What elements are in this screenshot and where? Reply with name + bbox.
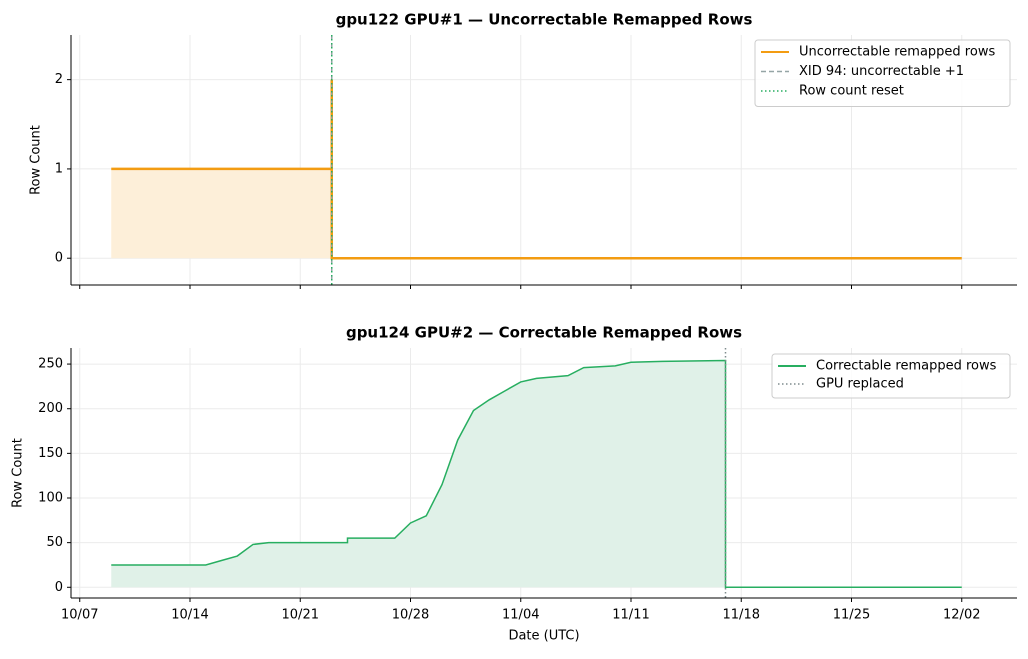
x-axis-label: Date (UTC) [508,629,579,644]
x-tick-label: 10/07 [61,608,98,623]
y-tick-label: 2 [55,72,63,87]
x-tick-label: 10/14 [171,608,208,623]
legend-box [771,353,1011,399]
legend-box [754,39,1011,107]
legend-label: Correctable remapped rows [816,359,997,374]
y-tick-label: 0 [55,251,63,266]
y-axis-label: Row Count [29,125,44,195]
series-line [111,359,962,589]
y-tick-label: 200 [38,401,63,416]
area-fill [111,79,962,259]
chart-title: gpu122 GPU#1 — Uncorrectable Remapped Ro… [336,11,753,29]
chart-title: gpu124 GPU#2 — Correctable Remapped Rows [346,324,742,342]
x-tick-label: 11/04 [502,608,539,623]
y-axis-label: Row Count [11,438,26,508]
y-tick-label: 150 [38,446,63,461]
legend-label: XID 94: uncorrectable +1 [799,64,964,79]
y-tick-label: 0 [55,580,63,595]
x-tick-label: 10/28 [392,608,429,623]
legend-label: Uncorrectable remapped rows [799,45,995,60]
legend-label: GPU replaced [816,377,904,392]
y-tick-label: 100 [38,491,63,506]
x-tick-label: 10/21 [282,608,319,623]
area-fill [111,360,962,588]
y-tick-label: 1 [55,161,63,176]
legend-label: Row count reset [799,84,904,99]
series-line [111,79,962,260]
y-tick-label: 50 [46,535,63,550]
x-tick-label: 12/02 [943,608,980,623]
x-tick-label: 11/11 [612,608,649,623]
x-tick-label: 11/18 [723,608,760,623]
x-tick-label: 11/25 [833,608,870,623]
y-tick-label: 250 [38,357,63,372]
